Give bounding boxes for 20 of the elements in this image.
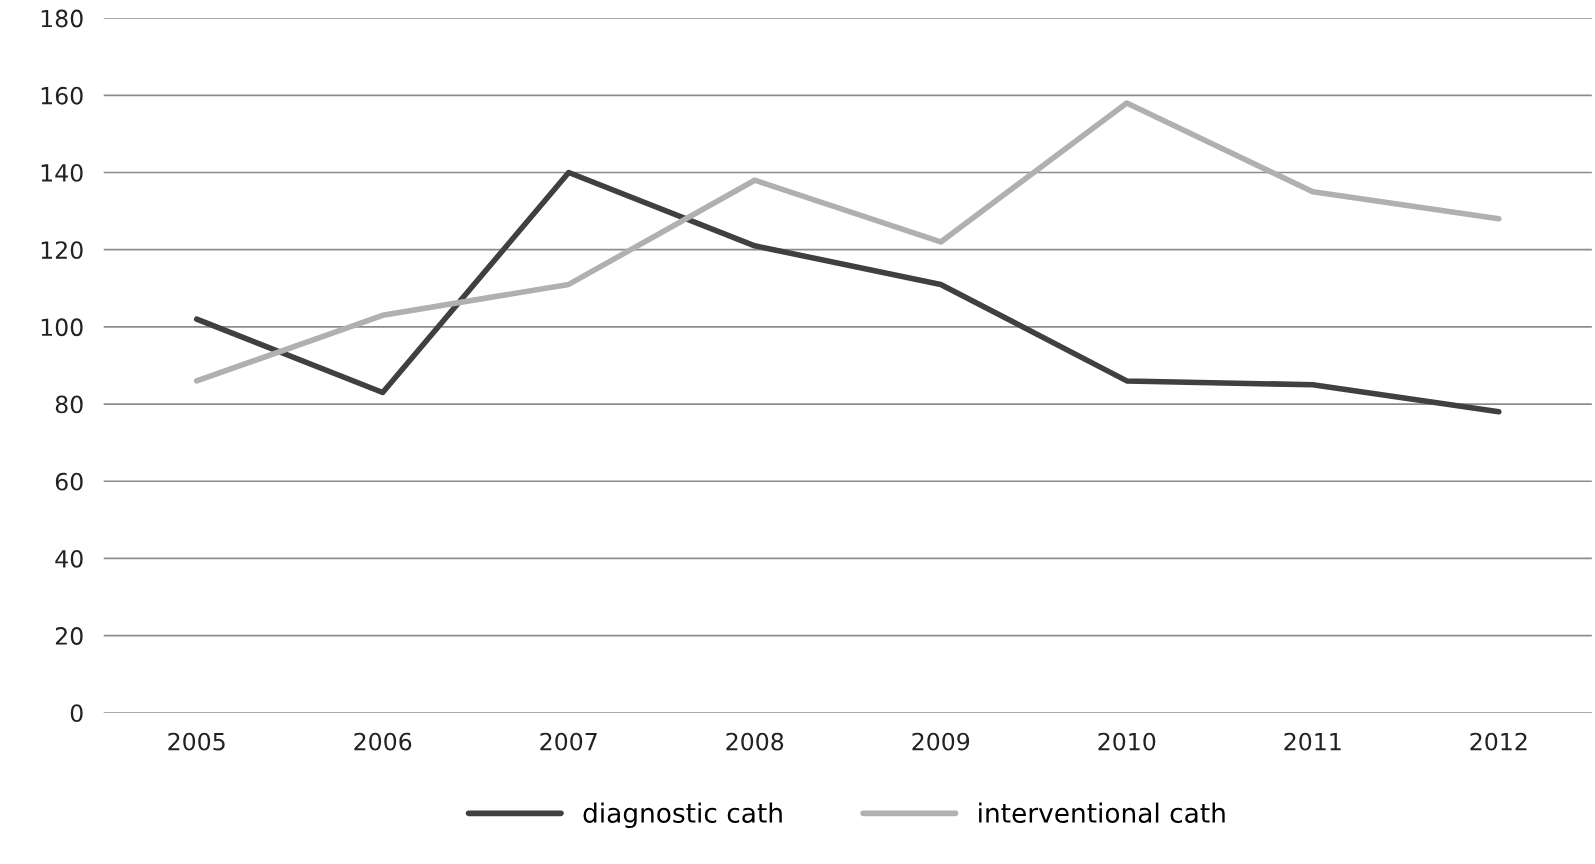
legend-label: diagnostic cath: [583, 802, 782, 829]
x-tick-label: 2008: [726, 732, 784, 751]
y-tick-label: 20: [55, 627, 83, 645]
y-tick-label: 140: [41, 163, 83, 182]
y-tick-label: 100: [41, 318, 83, 337]
x-tick-label: 2010: [1098, 732, 1156, 751]
y-tick-label: 160: [41, 86, 83, 105]
y-tick-label: 0: [70, 704, 83, 723]
y-tick-label: 40: [55, 549, 83, 568]
x-tick-label: 2007: [540, 732, 597, 751]
y-tick-label: 80: [55, 395, 83, 414]
x-tick-label: 2011: [1284, 732, 1341, 751]
y-tick-label: 120: [41, 241, 83, 259]
x-tick-label: 2009: [912, 732, 970, 751]
x-tick-label: 2012: [1470, 732, 1527, 751]
x-tick-label: 2005: [168, 732, 225, 751]
legend-label: interventional cath: [979, 802, 1225, 823]
x-tick-label: 2006: [354, 732, 412, 751]
y-tick-label: 60: [55, 472, 83, 491]
y-tick-label: 180: [41, 9, 83, 28]
